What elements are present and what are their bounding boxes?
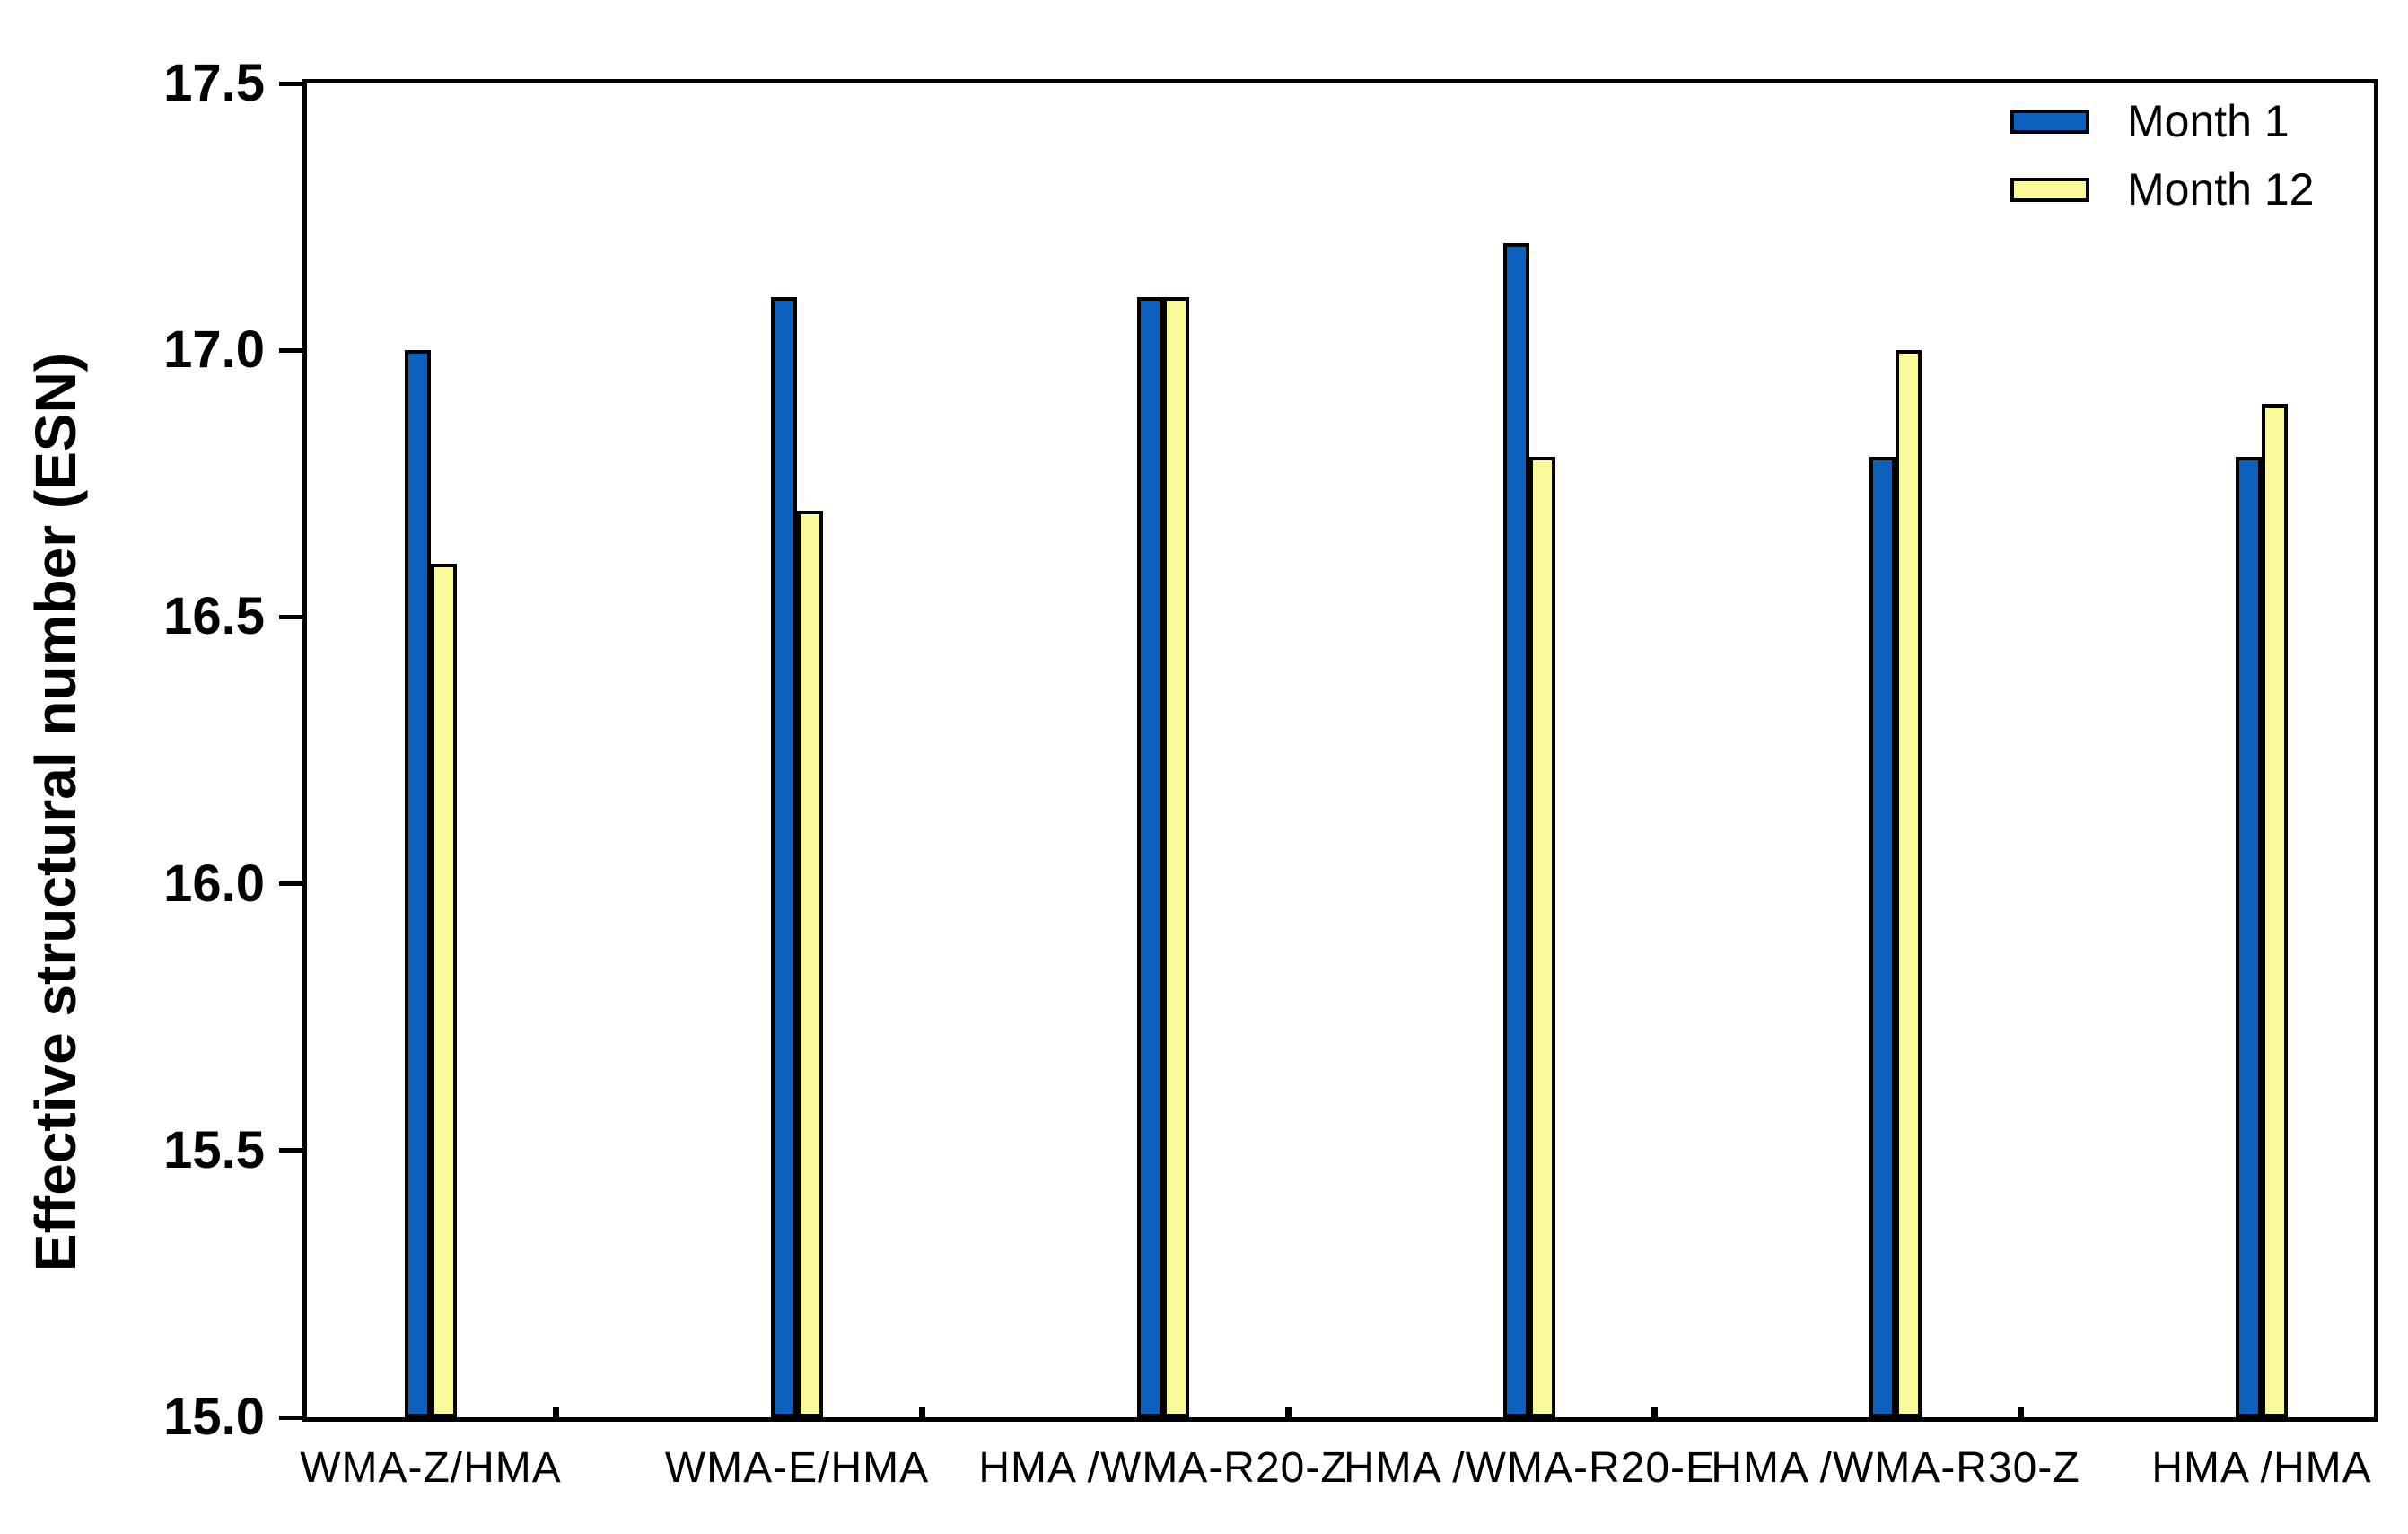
legend-label: Month 12 bbox=[2127, 164, 2315, 215]
bar-month-1-cat4 bbox=[1503, 243, 1529, 1417]
y-tick-label: 15.5 bbox=[163, 1120, 265, 1179]
x-category-label: HMA /WMA-R30-Z bbox=[1711, 1444, 2080, 1492]
x-axis-minor-tick bbox=[553, 1407, 559, 1417]
legend-swatch-month-1 bbox=[2010, 110, 2089, 134]
x-category-label: HMA /WMA-R20-Z bbox=[978, 1444, 1348, 1492]
y-tick-label: 17.5 bbox=[163, 54, 265, 112]
bar-month-12-cat1 bbox=[431, 563, 457, 1417]
x-axis-minor-tick bbox=[919, 1407, 925, 1417]
y-axis-tick bbox=[279, 614, 302, 619]
x-category-label: HMA /HMA bbox=[2151, 1444, 2372, 1492]
plot-area bbox=[302, 79, 2378, 1422]
bar-month-12-cat4 bbox=[1529, 457, 1555, 1417]
y-axis-tick bbox=[279, 81, 302, 86]
x-category-label: WMA-E/HMA bbox=[664, 1444, 930, 1492]
bar-month-12-cat5 bbox=[1896, 350, 1922, 1417]
bar-month-1-cat3 bbox=[1137, 296, 1163, 1417]
x-category-label: WMA-Z/HMA bbox=[300, 1444, 562, 1492]
bar-month-12-cat2 bbox=[797, 510, 823, 1417]
bar-month-12-cat3 bbox=[1163, 296, 1189, 1417]
bar-month-1-cat5 bbox=[1869, 457, 1896, 1417]
x-axis-minor-tick bbox=[1651, 1407, 1658, 1417]
x-axis-minor-tick bbox=[1285, 1407, 1292, 1417]
legend-swatch-month-12 bbox=[2010, 178, 2089, 202]
y-axis-tick bbox=[279, 1148, 302, 1153]
bar-month-1-cat6 bbox=[2236, 457, 2262, 1417]
x-category-label: HMA /WMA-R20-E bbox=[1343, 1444, 1716, 1492]
x-axis-minor-tick bbox=[2018, 1407, 2024, 1417]
y-axis-tick bbox=[279, 881, 302, 887]
y-tick-label: 15.0 bbox=[163, 1388, 265, 1446]
bar-month-1-cat1 bbox=[405, 350, 431, 1417]
y-axis-tick bbox=[279, 1415, 302, 1420]
y-axis-tick bbox=[279, 347, 302, 353]
bar-month-12-cat6 bbox=[2262, 403, 2288, 1417]
y-tick-label: 16.0 bbox=[163, 854, 265, 913]
y-tick-label: 16.5 bbox=[163, 587, 265, 646]
bar-month-1-cat2 bbox=[771, 296, 797, 1417]
legend-label: Month 1 bbox=[2127, 96, 2290, 146]
y-tick-label: 17.0 bbox=[163, 320, 265, 380]
